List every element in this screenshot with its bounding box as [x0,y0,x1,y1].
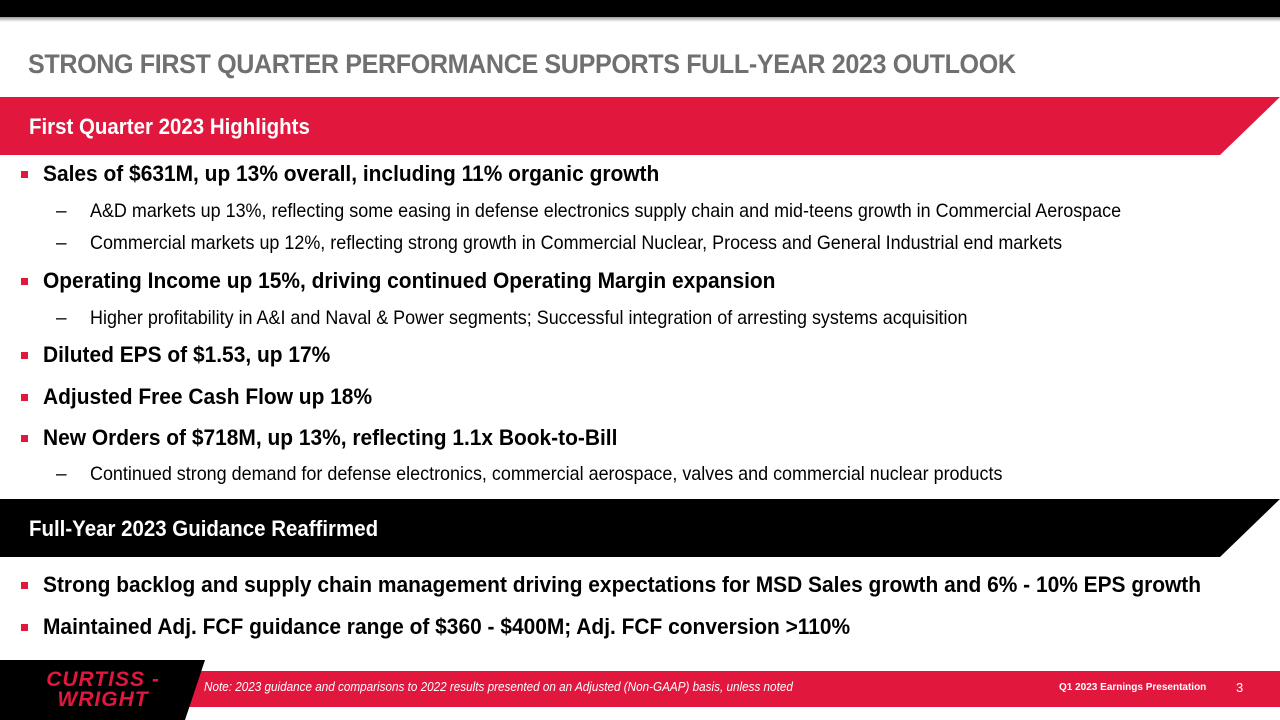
bullet-new-orders: New Orders of $718M, up 13%, reflecting … [43,425,618,450]
section-heading-highlights: First Quarter 2023 Highlights [29,114,310,139]
bullet-operating-income: Operating Income up 15%, driving continu… [43,268,776,293]
sub-bullet-marker: – [56,308,67,329]
bullet-marker [21,352,28,359]
section-header-guidance: Full-Year 2023 Guidance Reaffirmed [0,499,1280,557]
footer-bar [0,671,1280,707]
sub-bullet-marker: – [56,464,67,485]
bullet-sales: Sales of $631M, up 13% overall, includin… [43,161,660,186]
slide-title: STRONG FIRST QUARTER PERFORMANCE SUPPORT… [28,49,1016,79]
sub-bullet-ad-markets: A&D markets up 13%, reflecting some easi… [90,200,1122,222]
logo-wordmark: CURTISS - WRIGHT [38,668,168,711]
sub-bullet-demand: Continued strong demand for defense elec… [90,463,1003,485]
sub-bullet-marker: – [56,233,67,254]
sub-bullet-profitability: Higher profitability in A&I and Naval & … [90,307,968,329]
logo-line-1: CURTISS - [46,668,160,691]
bullet-marker [21,624,28,631]
bullet-marker [21,435,28,442]
sub-bullet-commercial-markets: Commercial markets up 12%, reflecting st… [90,232,1063,254]
section-header-highlights: First Quarter 2023 Highlights [0,97,1280,155]
logo-line-2: WRIGHT [57,688,149,711]
page-number: 3 [1236,680,1244,695]
bullet-fcf-guidance: Maintained Adj. FCF guidance range of $3… [43,614,851,639]
bullet-marker [21,582,28,589]
footer-note: Note: 2023 guidance and comparisons to 2… [204,679,793,694]
bullet-marker [21,171,28,178]
bullet-marker [21,394,28,401]
top-bar-shadow [0,17,1280,22]
top-bar [0,0,1280,17]
presentation-label: Q1 2023 Earnings Presentation [1059,682,1207,693]
bullet-free-cash-flow: Adjusted Free Cash Flow up 18% [43,384,373,409]
company-logo: CURTISS - WRIGHT [0,660,205,720]
bullet-marker [21,278,28,285]
section-heading-guidance: Full-Year 2023 Guidance Reaffirmed [29,516,379,541]
bullet-diluted-eps: Diluted EPS of $1.53, up 17% [43,342,331,367]
sub-bullet-marker: – [56,201,67,222]
bullet-backlog: Strong backlog and supply chain manageme… [43,572,1202,597]
